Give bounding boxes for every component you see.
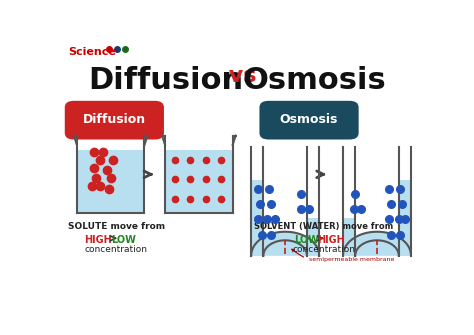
- FancyBboxPatch shape: [65, 101, 164, 139]
- Text: vs: vs: [221, 66, 264, 86]
- FancyBboxPatch shape: [77, 149, 145, 213]
- Text: SOLUTE move from: SOLUTE move from: [68, 222, 165, 231]
- Text: HIGH: HIGH: [84, 235, 112, 245]
- Text: HIGH: HIGH: [317, 235, 345, 245]
- Bar: [307, 218, 319, 256]
- Bar: [344, 218, 355, 256]
- Text: Diffusion: Diffusion: [88, 66, 243, 95]
- FancyBboxPatch shape: [259, 101, 359, 139]
- Bar: [399, 180, 410, 256]
- Text: SOLVENT (WATER) move from: SOLVENT (WATER) move from: [254, 222, 393, 231]
- FancyBboxPatch shape: [165, 149, 233, 213]
- Text: LOW: LOW: [111, 235, 136, 245]
- Text: Osmosis: Osmosis: [280, 113, 338, 126]
- Text: Science: Science: [68, 47, 116, 57]
- Text: Osmosis: Osmosis: [243, 66, 387, 95]
- Text: Diffusion: Diffusion: [83, 113, 146, 126]
- Text: concentration: concentration: [85, 245, 148, 254]
- Text: LOW: LOW: [294, 235, 319, 245]
- Text: semipermeable membrane: semipermeable membrane: [292, 249, 394, 262]
- Text: concentration: concentration: [292, 245, 355, 254]
- Bar: [252, 180, 264, 256]
